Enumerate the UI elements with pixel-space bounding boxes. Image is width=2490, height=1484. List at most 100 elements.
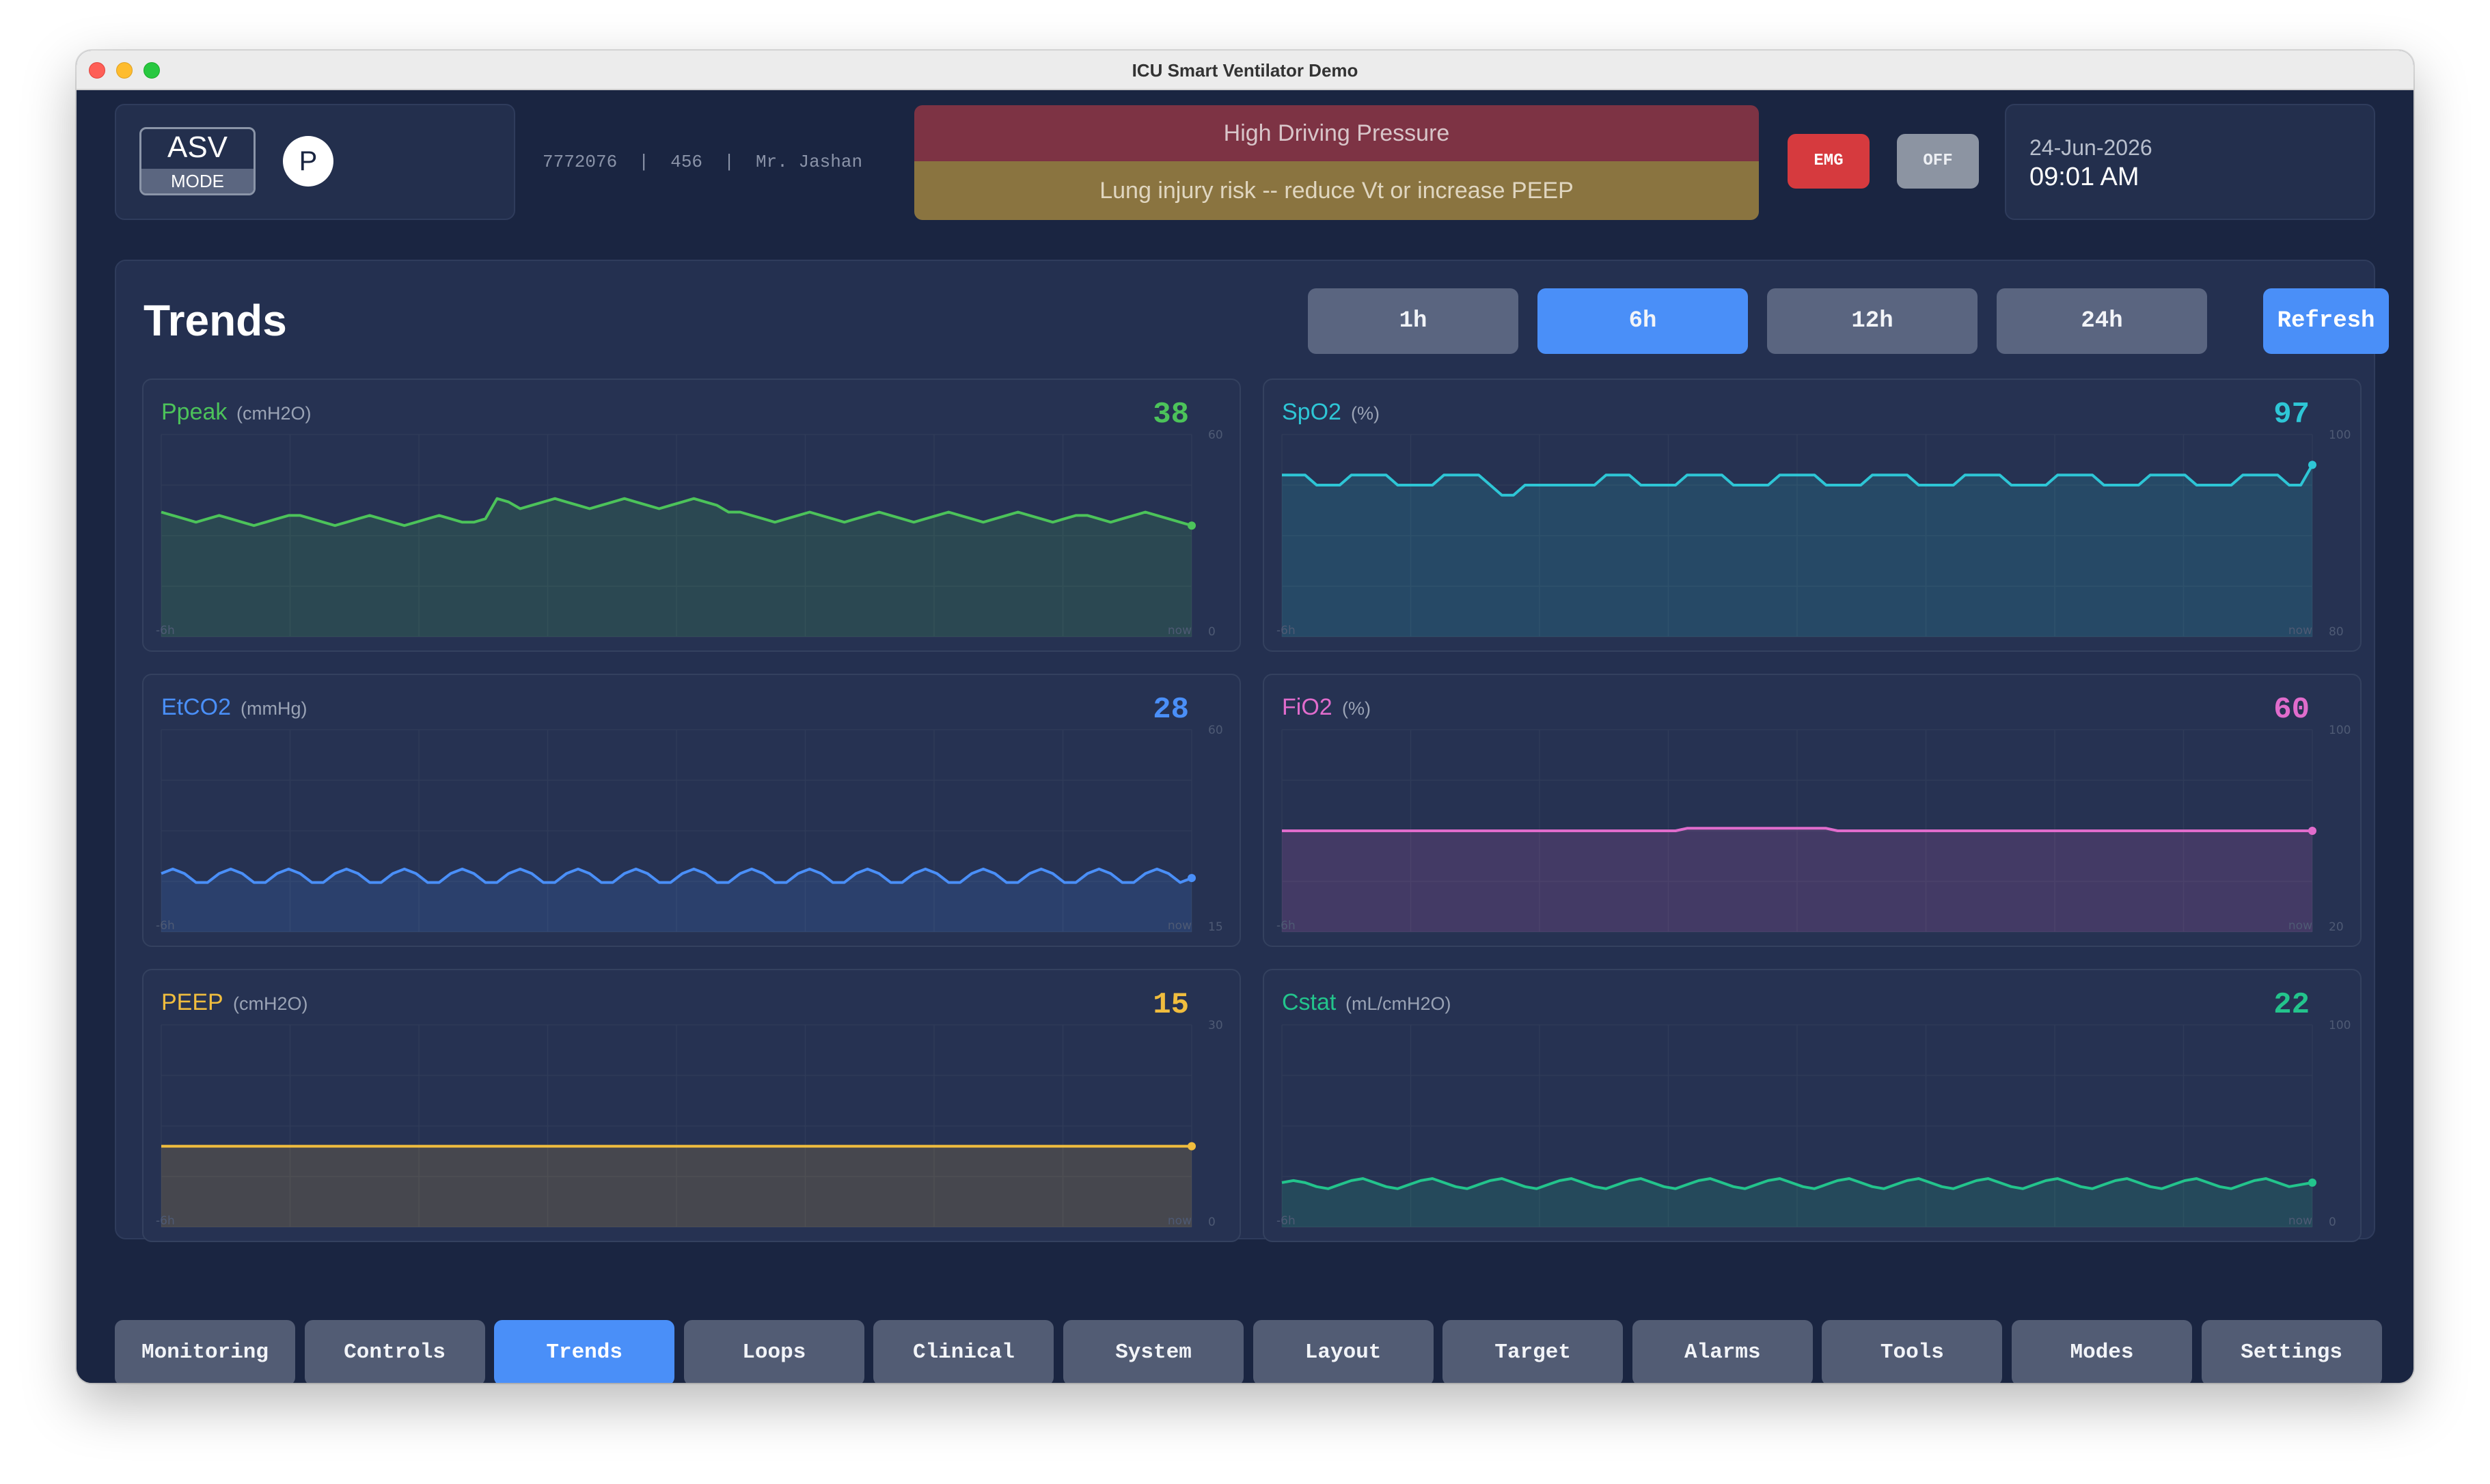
x-tick-label: now xyxy=(2288,624,2312,637)
ventilator-app: ASV MODE P 7772076 | 456 | Mr. Jashan Hi… xyxy=(77,90,2413,1383)
series-line xyxy=(1282,827,2312,832)
chart-plot: 30 0 -6h now xyxy=(156,1019,1223,1229)
emergency-button[interactable]: EMG xyxy=(1788,134,1870,189)
chart-unit: (mL/cmH2O) xyxy=(1345,993,1451,1014)
chart-plot: 60 15 -6h now xyxy=(156,724,1223,934)
x-tick-label: now xyxy=(1168,1214,1192,1228)
series-area xyxy=(161,868,1192,932)
y-tick-label: 0 xyxy=(1208,625,1216,639)
app-window: ICU Smart Ventilator Demo ASV MODE P 777… xyxy=(77,51,2413,1383)
x-tick-label: -6h xyxy=(1276,624,1296,637)
series-line xyxy=(1281,1177,2313,1190)
current-date: 24-Jun-2026 xyxy=(2029,135,2152,160)
mode-name: ASV xyxy=(167,130,228,164)
chart-current-value: 38 xyxy=(1153,398,1189,432)
off-button[interactable]: OFF xyxy=(1897,134,1979,189)
latest-point xyxy=(2308,827,2316,835)
latest-point xyxy=(2308,461,2316,469)
x-tick-label: -6h xyxy=(1276,919,1296,933)
y-tick-label: 60 xyxy=(1208,428,1223,442)
nav-trends[interactable]: Trends xyxy=(494,1320,675,1383)
chart-current-value: 28 xyxy=(1153,693,1189,727)
y-tick-label: 100 xyxy=(2329,428,2351,442)
nav-system[interactable]: System xyxy=(1063,1320,1244,1383)
range-button-12h[interactable]: 12h xyxy=(1767,288,1978,354)
chart-plot: 100 80 -6h now xyxy=(1276,428,2351,639)
chart-plot: 100 20 -6h now xyxy=(1276,724,2351,934)
series-line xyxy=(1282,464,2314,497)
latest-point xyxy=(1188,874,1196,883)
series-area xyxy=(161,1146,1192,1227)
x-tick-label: now xyxy=(2288,1214,2312,1228)
nav-loops[interactable]: Loops xyxy=(683,1320,864,1383)
chart-title: FiO2 xyxy=(1282,694,1332,720)
nav-tools[interactable]: Tools xyxy=(1822,1320,2003,1383)
refresh-button[interactable]: Refresh xyxy=(2263,288,2389,354)
nav-monitoring[interactable]: Monitoring xyxy=(115,1320,295,1383)
patient-type-badge[interactable]: P xyxy=(283,136,333,187)
nav-modes[interactable]: Modes xyxy=(2012,1320,2192,1383)
chart-current-value: 60 xyxy=(2273,693,2310,727)
chart-unit: (mmHg) xyxy=(241,698,307,719)
trend-chart-etco2: 60 15 -6h now EtCO2 (mmHg) 28 xyxy=(142,674,1241,947)
zoom-window-button[interactable] xyxy=(143,62,160,79)
chart-current-value: 97 xyxy=(2273,398,2310,432)
mode-card: ASV MODE P xyxy=(115,104,515,220)
range-button-24h[interactable]: 24h xyxy=(1997,288,2207,354)
trends-panel: Trends 1h 6h 12h 24h Refresh 60 0 -6h now Pp… xyxy=(115,260,2389,1242)
window-title: ICU Smart Ventilator Demo xyxy=(1132,60,1358,81)
current-time: 09:01 AM xyxy=(2029,163,2139,191)
trend-chart-cstat: 100 0 -6h now Cstat (mL/cmH2O) 22 xyxy=(1263,969,2362,1242)
datetime-card: 24-Jun-2026 09:01 AM xyxy=(2005,104,2375,220)
x-tick-label: now xyxy=(1168,624,1192,637)
range-button-1h[interactable]: 1h xyxy=(1308,288,1518,354)
trend-chart-spo2: 100 80 -6h now SpO2 (%) 97 xyxy=(1263,379,2362,652)
nav-clinical[interactable]: Clinical xyxy=(873,1320,1054,1383)
trend-chart-peep: 30 0 -6h now PEEP (cmH2O) 15 xyxy=(142,969,1241,1242)
chart-title: Cstat xyxy=(1282,989,1337,1015)
chart-title: EtCO2 xyxy=(161,694,232,720)
nav-settings[interactable]: Settings xyxy=(2201,1320,2382,1383)
x-tick-label: now xyxy=(2288,919,2312,933)
nav-layout[interactable]: Layout xyxy=(1253,1320,1434,1383)
y-tick-label: 15 xyxy=(1208,920,1223,934)
nav-alarms[interactable]: Alarms xyxy=(1632,1320,1813,1383)
y-tick-label: 60 xyxy=(1208,724,1223,737)
series-area xyxy=(1282,465,2312,637)
mode-indicator[interactable]: ASV MODE xyxy=(139,127,256,195)
latest-point xyxy=(1188,521,1196,530)
close-window-button[interactable] xyxy=(89,62,105,79)
alarm-banner[interactable]: High Driving Pressure Lung injury risk -… xyxy=(914,105,1759,220)
nav-target[interactable]: Target xyxy=(1442,1320,1624,1383)
trends-title: Trends xyxy=(143,296,287,345)
chart-unit: (cmH2O) xyxy=(233,993,308,1014)
x-tick-label: -6h xyxy=(156,919,175,933)
range-button-6h[interactable]: 6h xyxy=(1537,288,1748,354)
latest-point xyxy=(1188,1142,1196,1151)
series-line xyxy=(161,497,1192,527)
title-bar: ICU Smart Ventilator Demo xyxy=(77,51,2413,90)
patient-info: 7772076 | 456 | Mr. Jashan xyxy=(543,152,863,172)
mode-label: MODE xyxy=(141,169,254,193)
chart-plot: 100 0 -6h now xyxy=(1276,1019,2351,1229)
alarm-title: High Driving Pressure xyxy=(914,105,1759,161)
y-tick-label: 30 xyxy=(1208,1019,1223,1032)
alarm-message: Lung injury risk -- reduce Vt or increas… xyxy=(914,161,1759,220)
series-area xyxy=(1282,1179,2312,1227)
x-tick-label: -6h xyxy=(156,1214,175,1228)
y-tick-label: 0 xyxy=(2329,1215,2336,1229)
y-tick-label: 100 xyxy=(2329,1019,2351,1032)
y-tick-label: 20 xyxy=(2329,920,2344,934)
minimize-window-button[interactable] xyxy=(116,62,133,79)
chart-unit: (%) xyxy=(1351,403,1380,424)
trend-chart-fio2: 100 20 -6h now FiO2 (%) 60 xyxy=(1263,674,2362,947)
chart-title: Ppeak xyxy=(161,399,228,425)
series-area xyxy=(161,498,1192,637)
chart-current-value: 15 xyxy=(1153,988,1189,1022)
nav-controls[interactable]: Controls xyxy=(304,1320,485,1383)
y-tick-label: 80 xyxy=(2329,625,2344,639)
series-line xyxy=(161,867,1192,884)
chart-title: PEEP xyxy=(161,989,223,1015)
chart-current-value: 22 xyxy=(2273,988,2310,1022)
x-tick-label: -6h xyxy=(1276,1214,1296,1228)
